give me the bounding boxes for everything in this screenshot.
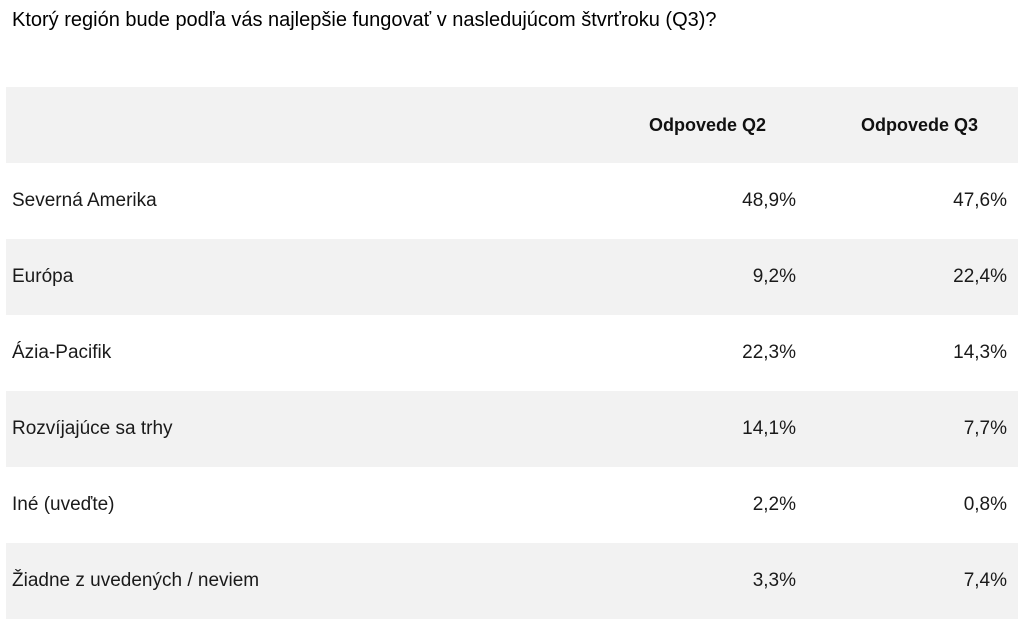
- table-title: Ktorý región bude podľa vás najlepšie fu…: [12, 9, 717, 31]
- row-value-q3: 14,3%: [953, 342, 1007, 363]
- table-row: Iné (uveďte) 2,2% 0,8%: [6, 467, 1018, 543]
- row-value-q3: 47,6%: [953, 190, 1007, 211]
- row-value-q2: 3,3%: [752, 570, 796, 591]
- table-header-row: Odpovede Q2 Odpovede Q3: [6, 87, 1018, 163]
- row-label: Žiadne z uvedených / neviem: [12, 570, 260, 591]
- table-row: Severná Amerika 48,9% 47,6%: [6, 163, 1018, 239]
- column-header-q2: Odpovede Q2: [648, 114, 766, 135]
- row-label: Európa: [12, 266, 74, 287]
- column-header-q3: Odpovede Q3: [860, 114, 978, 135]
- row-label: Rozvíjajúce sa trhy: [12, 418, 173, 439]
- table-row: Rozvíjajúce sa trhy 14,1% 7,7%: [6, 391, 1018, 467]
- row-value-q2: 9,2%: [752, 266, 796, 287]
- table-row: Žiadne z uvedených / neviem 3,3% 7,4%: [6, 543, 1018, 619]
- row-value-q3: 7,4%: [963, 570, 1007, 591]
- row-label: Severná Amerika: [12, 190, 157, 211]
- row-label: Ázia-Pacifik: [12, 342, 112, 363]
- table-row: Ázia-Pacifik 22,3% 14,3%: [6, 315, 1018, 391]
- row-value-q2: 2,2%: [752, 494, 796, 515]
- table-row: Európa 9,2% 22,4%: [6, 239, 1018, 315]
- row-value-q2: 48,9%: [742, 190, 796, 211]
- row-value-q2: 14,1%: [742, 418, 796, 439]
- results-table: Odpovede Q2 Odpovede Q3 Severná Amerika …: [6, 87, 1018, 619]
- row-value-q3: 22,4%: [953, 266, 1007, 287]
- row-value-q2: 22,3%: [742, 342, 796, 363]
- row-value-q3: 0,8%: [963, 494, 1007, 515]
- row-value-q3: 7,7%: [963, 418, 1007, 439]
- row-label: Iné (uveďte): [12, 494, 115, 515]
